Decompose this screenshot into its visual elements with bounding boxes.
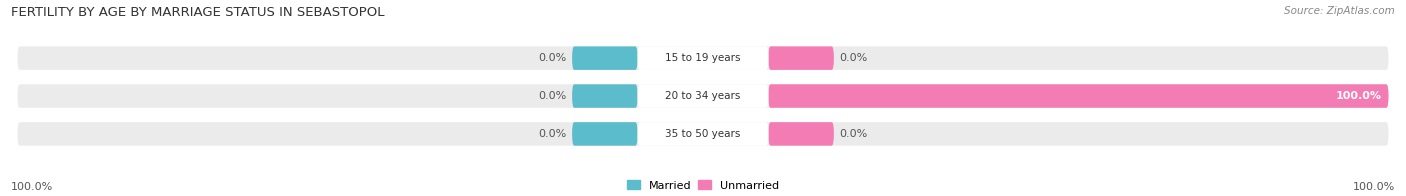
FancyBboxPatch shape — [637, 84, 769, 108]
FancyBboxPatch shape — [17, 122, 1389, 146]
FancyBboxPatch shape — [769, 122, 834, 146]
Text: 0.0%: 0.0% — [538, 53, 567, 63]
Text: 100.0%: 100.0% — [11, 182, 53, 192]
Text: 0.0%: 0.0% — [839, 53, 868, 63]
Text: 0.0%: 0.0% — [839, 129, 868, 139]
FancyBboxPatch shape — [637, 46, 769, 70]
Text: 20 to 34 years: 20 to 34 years — [665, 91, 741, 101]
FancyBboxPatch shape — [572, 46, 637, 70]
Text: Source: ZipAtlas.com: Source: ZipAtlas.com — [1284, 6, 1395, 16]
FancyBboxPatch shape — [572, 84, 637, 108]
Text: FERTILITY BY AGE BY MARRIAGE STATUS IN SEBASTOPOL: FERTILITY BY AGE BY MARRIAGE STATUS IN S… — [11, 6, 385, 19]
Text: 100.0%: 100.0% — [1336, 91, 1382, 101]
Text: 0.0%: 0.0% — [538, 129, 567, 139]
FancyBboxPatch shape — [637, 122, 769, 146]
Text: 15 to 19 years: 15 to 19 years — [665, 53, 741, 63]
Text: 35 to 50 years: 35 to 50 years — [665, 129, 741, 139]
FancyBboxPatch shape — [17, 84, 1389, 108]
FancyBboxPatch shape — [769, 84, 1389, 108]
FancyBboxPatch shape — [769, 46, 834, 70]
Legend: Married, Unmarried: Married, Unmarried — [627, 180, 779, 191]
Text: 0.0%: 0.0% — [538, 91, 567, 101]
FancyBboxPatch shape — [17, 46, 1389, 70]
Text: 100.0%: 100.0% — [1353, 182, 1395, 192]
FancyBboxPatch shape — [572, 122, 637, 146]
